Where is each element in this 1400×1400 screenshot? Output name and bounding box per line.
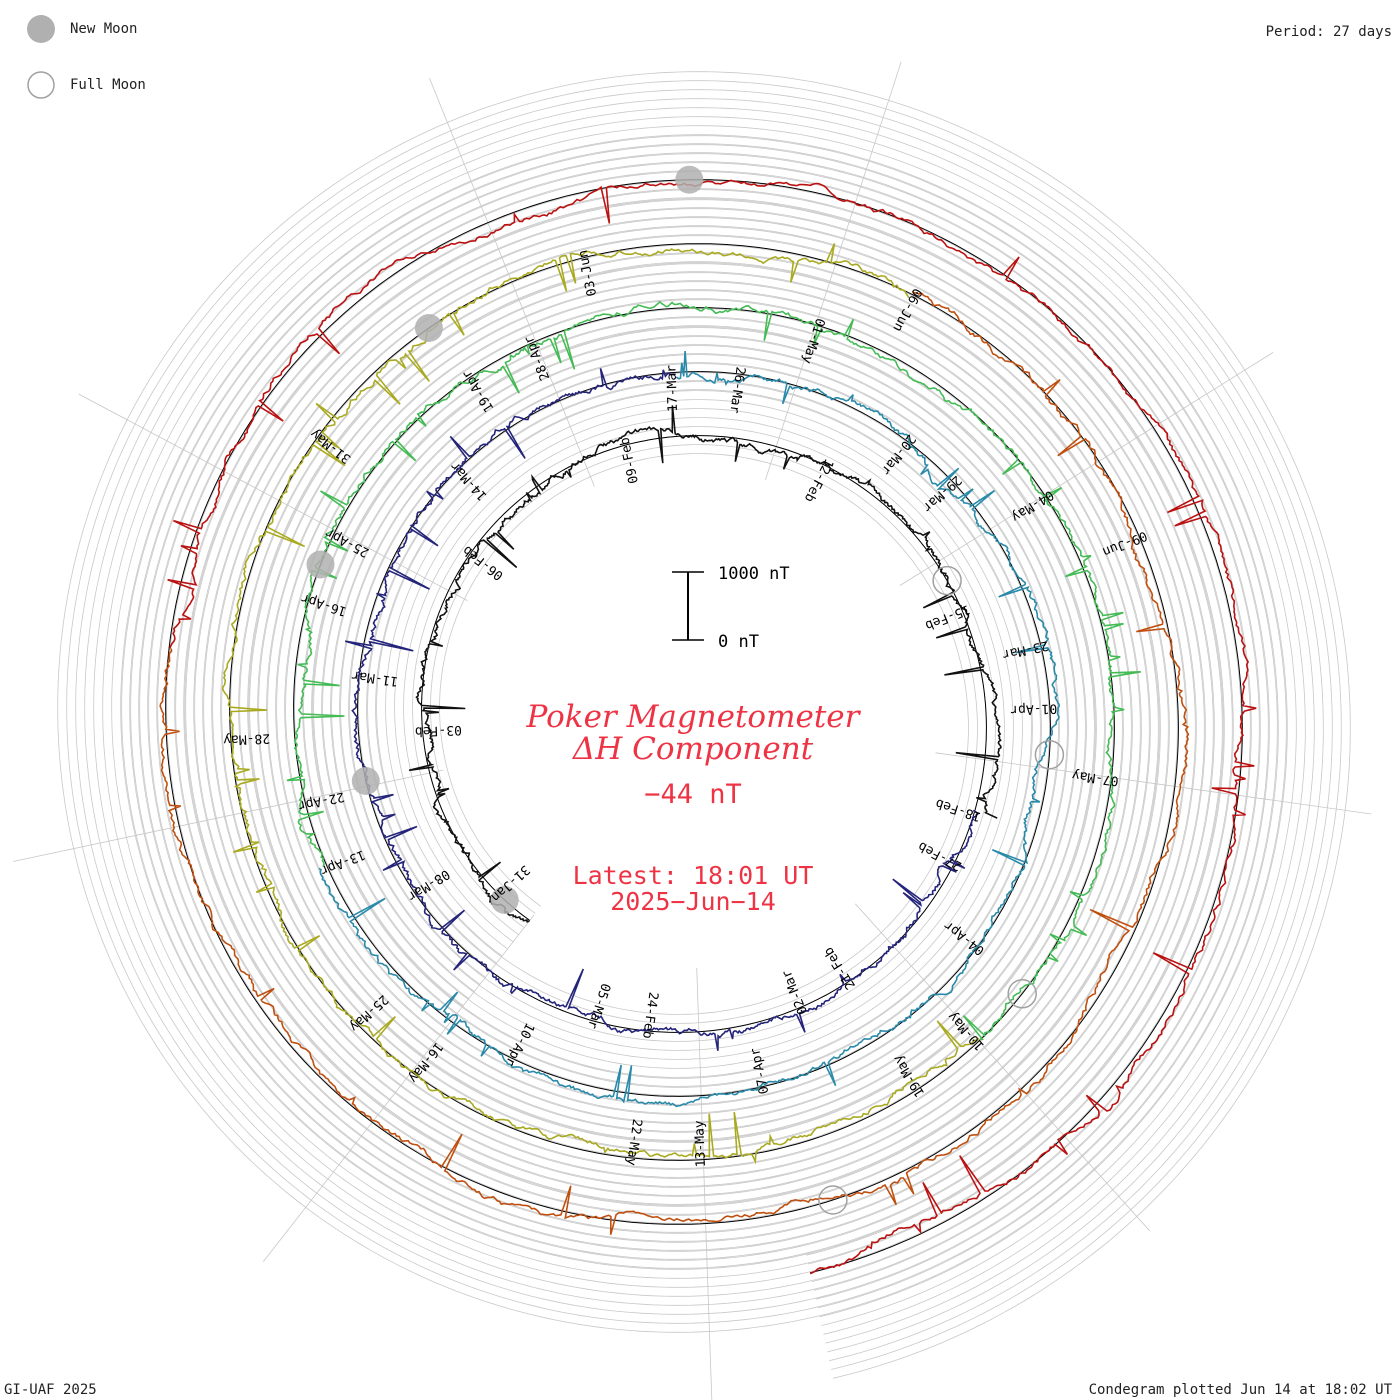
new-moon-marker-1 (351, 767, 380, 795)
date-label: 16-Apr (299, 590, 348, 619)
full-moon-marker-1 (1034, 739, 1065, 770)
series-trace-0 (408, 405, 1002, 923)
new-moon-marker-2 (306, 550, 335, 579)
series-trace-5 (159, 290, 1190, 1235)
date-label: 01-Apr (1010, 700, 1058, 717)
scale-bottom-label: 0 nT (718, 632, 759, 652)
grid-spiral (111, 125, 1297, 1326)
date-label: 17-Mar (664, 365, 681, 413)
date-label: 22-May (623, 1118, 644, 1167)
grid-spoke (78, 393, 468, 601)
date-label: 24-Feb (639, 991, 660, 1040)
date-label: 29-Mar (919, 472, 964, 515)
date-label: 04-Apr (941, 917, 987, 958)
grid-spiral (147, 161, 1261, 1291)
period-label: Period: 27 days (1265, 24, 1392, 40)
legend-new-moon: New Moon (26, 14, 137, 44)
baseline-layer (165, 179, 1243, 1274)
date-label: 07-May (1071, 767, 1120, 788)
series-trace-4 (221, 243, 980, 1165)
chart-title-line2: ΔH Component (572, 731, 814, 767)
latest-time: Latest: 18:01 UT (573, 861, 814, 890)
grid-spiral (129, 143, 1279, 1309)
series-trace-2 (318, 351, 1061, 1108)
trace-layer (159, 179, 1257, 1275)
date-label: 20-Mar (878, 431, 919, 477)
grid-spoke (764, 61, 902, 481)
legend-full-moon: Full Moon (26, 70, 146, 100)
grid-spiral (183, 197, 1225, 1256)
date-label: 18-Feb (934, 795, 983, 824)
grid-spiral (84, 98, 1324, 1353)
date-label: 10-May (945, 1008, 988, 1053)
grid-spoke (855, 903, 1150, 1232)
full-moon-label: Full Moon (70, 77, 146, 93)
chart-title-line1: Poker Magnetometer (526, 699, 862, 735)
scale-bar: 1000 nT 0 nT (672, 564, 790, 652)
full-moon-marker-0 (932, 565, 962, 596)
date-label: 02-Mar (779, 967, 811, 1016)
date-label: 11-Mar (350, 667, 399, 688)
scale-top-label: 1000 nT (718, 564, 790, 584)
grid-layer (13, 61, 1372, 1400)
grid-spiral (138, 152, 1270, 1300)
grid-spoke (935, 752, 1372, 815)
grid-spoke (899, 352, 1274, 586)
date-label: 28-May (223, 730, 271, 747)
grid-spiral (75, 89, 1333, 1362)
footer-plotted: Condegram plotted Jun 14 at 18:02 UT (1088, 1382, 1392, 1398)
full-moon-icon (27, 71, 55, 99)
date-label: 14-Mar (448, 458, 491, 503)
date-label: 26-Mar (726, 366, 747, 415)
full-moon-marker-3 (818, 1185, 848, 1215)
series-trace-1 (344, 368, 980, 1051)
grid-spiral (156, 170, 1252, 1282)
grid-spiral (57, 71, 1351, 1379)
new-moon-icon (27, 15, 55, 43)
center-text: Poker Magnetometer ΔH Component −44 nT L… (526, 699, 862, 916)
full-moon-marker-2 (1007, 979, 1037, 1009)
moon-markers (306, 165, 1065, 1215)
grid-spoke (262, 914, 535, 1262)
baseline-spiral (165, 179, 1243, 1274)
grid-spiral (120, 134, 1288, 1318)
grid-spoke (696, 967, 713, 1400)
date-label: 27-Feb (916, 838, 965, 873)
new-moon-marker-4 (675, 165, 704, 194)
new-moon-label: New Moon (70, 21, 138, 37)
date-label: 13-May (692, 1120, 709, 1168)
grid-spiral (93, 107, 1315, 1344)
series-trace-6 (167, 179, 1257, 1275)
date-label: 03-Feb (415, 722, 463, 739)
series-trace-3 (286, 300, 1141, 1041)
footer-credit: GI-UAF 2025 (4, 1382, 97, 1398)
new-moon-marker-0 (490, 886, 519, 914)
grid-spiral (174, 188, 1234, 1265)
current-value: −44 nT (644, 779, 742, 810)
grid-spiral (102, 116, 1306, 1335)
grid-spiral (66, 80, 1342, 1370)
latest-date: 2025−Jun−14 (610, 887, 776, 916)
new-moon-marker-3 (414, 314, 443, 342)
